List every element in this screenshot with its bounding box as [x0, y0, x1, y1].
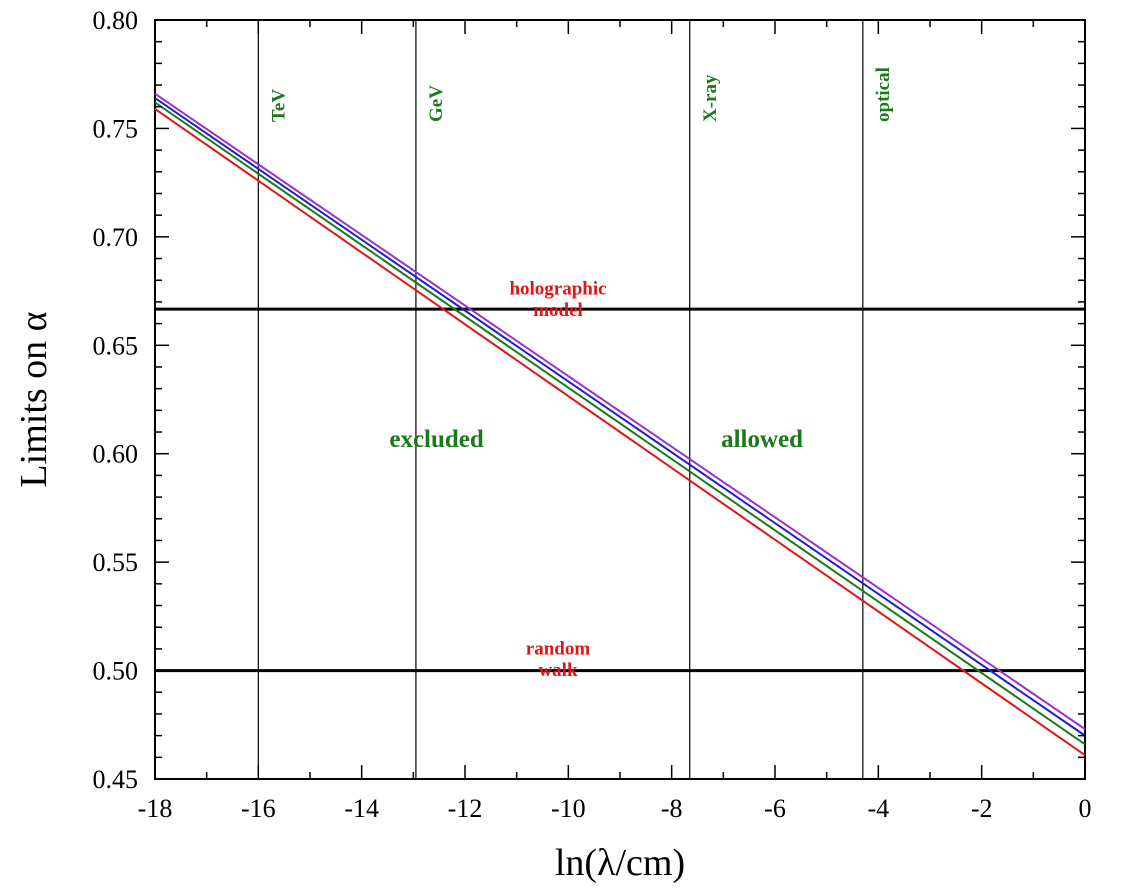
region-label-0: excluded — [389, 426, 484, 453]
x-tick-label: -2 — [971, 794, 993, 823]
series-lines — [154, 92, 1086, 756]
series-line-0 — [154, 92, 1086, 730]
y-tick-label: 0.80 — [93, 6, 139, 35]
y-tick-labels: 0.45 0.50 0.55 0.60 0.65 0.70 0.75 0.80 — [93, 6, 139, 794]
band-label-2: X-ray — [700, 74, 721, 122]
reference-label-0-line-2: model — [533, 300, 583, 321]
y-tick-label: 0.65 — [93, 331, 139, 360]
series-line-3 — [154, 108, 1086, 756]
series-line-2 — [154, 101, 1086, 746]
x-tick-label: -14 — [344, 794, 379, 823]
band-label-1: GeV — [426, 85, 447, 122]
plot-frame — [154, 19, 1086, 780]
axis-ticks — [154, 19, 1086, 780]
x-tick-label: -10 — [551, 794, 586, 823]
plot-area — [154, 19, 1086, 780]
x-tick-label: -18 — [138, 794, 173, 823]
y-axis-label: Limits on α — [13, 311, 55, 487]
x-tick-label: 0 — [1079, 794, 1092, 823]
x-tick-label: -16 — [241, 794, 276, 823]
y-tick-label: 0.55 — [93, 548, 139, 577]
x-tick-labels: -18 -16 -14 -12 -10 -8 -6 -4 -2 0 — [138, 794, 1092, 823]
x-tick-label: -12 — [448, 794, 483, 823]
y-tick-label: 0.50 — [93, 657, 139, 686]
y-tick-label: 0.70 — [93, 223, 139, 252]
vertical-band-lines — [257, 20, 864, 779]
x-tick-label: -4 — [867, 794, 889, 823]
x-tick-label: -6 — [764, 794, 786, 823]
band-label-0: TeV — [268, 89, 289, 122]
reference-label-1-line-2: walk — [538, 660, 578, 681]
y-tick-label: 0.60 — [93, 440, 139, 469]
y-tick-label: 0.75 — [93, 114, 139, 143]
horizontal-reference-lines — [155, 307, 1085, 673]
y-tick-label: 0.45 — [93, 765, 139, 794]
band-label-3: optical — [873, 67, 894, 122]
reference-label-0-line-1: holographic — [509, 278, 606, 299]
region-label-1: allowed — [721, 426, 803, 453]
x-tick-label: -8 — [661, 794, 683, 823]
reference-label-1-line-1: random — [526, 638, 591, 659]
series-line-1 — [154, 97, 1086, 737]
x-axis-label: ln(λ/cm) — [555, 842, 685, 884]
